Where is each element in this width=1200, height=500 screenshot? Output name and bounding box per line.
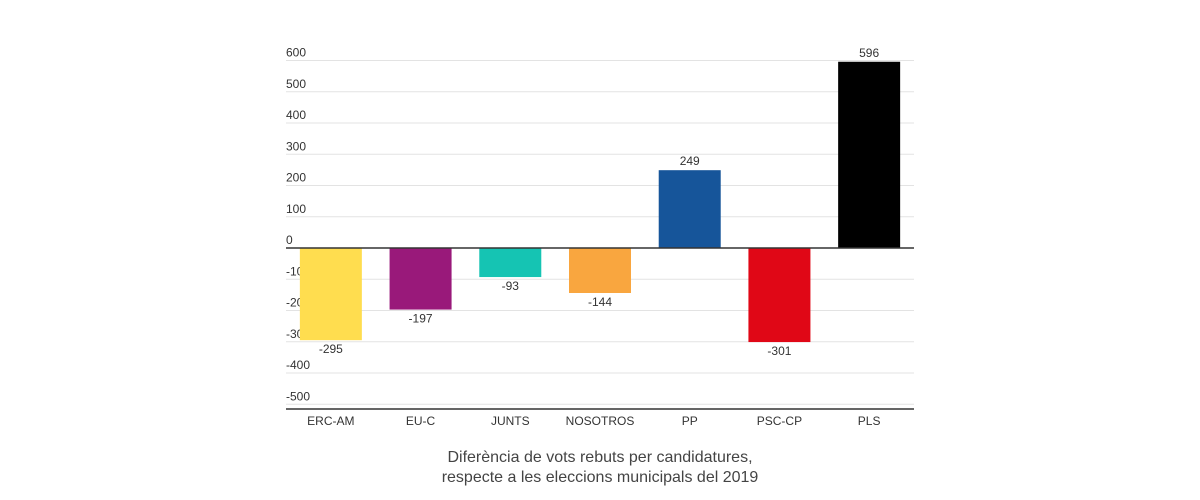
x-category-label: PSC-CP <box>757 414 802 428</box>
value-label: -197 <box>409 312 433 326</box>
value-label: 249 <box>680 154 700 168</box>
bar <box>389 248 452 310</box>
value-label: -144 <box>588 295 612 309</box>
caption-line-1: Diferència de vots rebuts per candidatur… <box>447 449 753 466</box>
x-category-label: PP <box>682 414 698 428</box>
value-label: -301 <box>767 344 791 358</box>
y-tick-label: 0 <box>286 233 293 247</box>
y-tick-label: 300 <box>286 139 306 153</box>
bar <box>479 248 542 278</box>
x-category-label: PLS <box>858 414 881 428</box>
bar <box>658 170 721 248</box>
x-category-label: ERC-AM <box>307 414 354 428</box>
y-tick-label: 200 <box>286 171 306 185</box>
gridlines <box>286 60 914 405</box>
axis-lines <box>286 247 914 410</box>
bar <box>748 248 811 343</box>
x-category-label: EU-C <box>406 414 436 428</box>
caption-line-2: respecte a les eleccions municipals del … <box>441 469 759 486</box>
y-tick-label: -400 <box>286 358 310 372</box>
y-tick-label: 500 <box>286 77 306 91</box>
value-label: -93 <box>502 279 520 293</box>
bar-chart: 6005004003002001000-100-200-300-400-500 … <box>286 46 914 428</box>
y-tick-label: 400 <box>286 108 306 122</box>
value-labels: -295 -197 -93 -144 249 -301 596 <box>319 46 880 358</box>
chart-caption: Diferència de vots rebuts per candidatur… <box>0 448 1200 488</box>
bar <box>569 248 631 293</box>
bar <box>299 248 362 341</box>
x-axis-category-labels: ERC-AM EU-C JUNTS NOSOTROS PP PSC-CP PLS <box>307 414 880 428</box>
value-label: 596 <box>859 46 879 60</box>
x-category-label: NOSOTROS <box>566 414 635 428</box>
x-category-label: JUNTS <box>491 414 530 428</box>
y-tick-label: -500 <box>286 389 310 403</box>
y-tick-label: 600 <box>286 46 306 60</box>
value-label: -295 <box>319 342 343 356</box>
y-tick-label: 100 <box>286 202 306 216</box>
bars <box>299 61 901 343</box>
bar <box>838 61 901 248</box>
